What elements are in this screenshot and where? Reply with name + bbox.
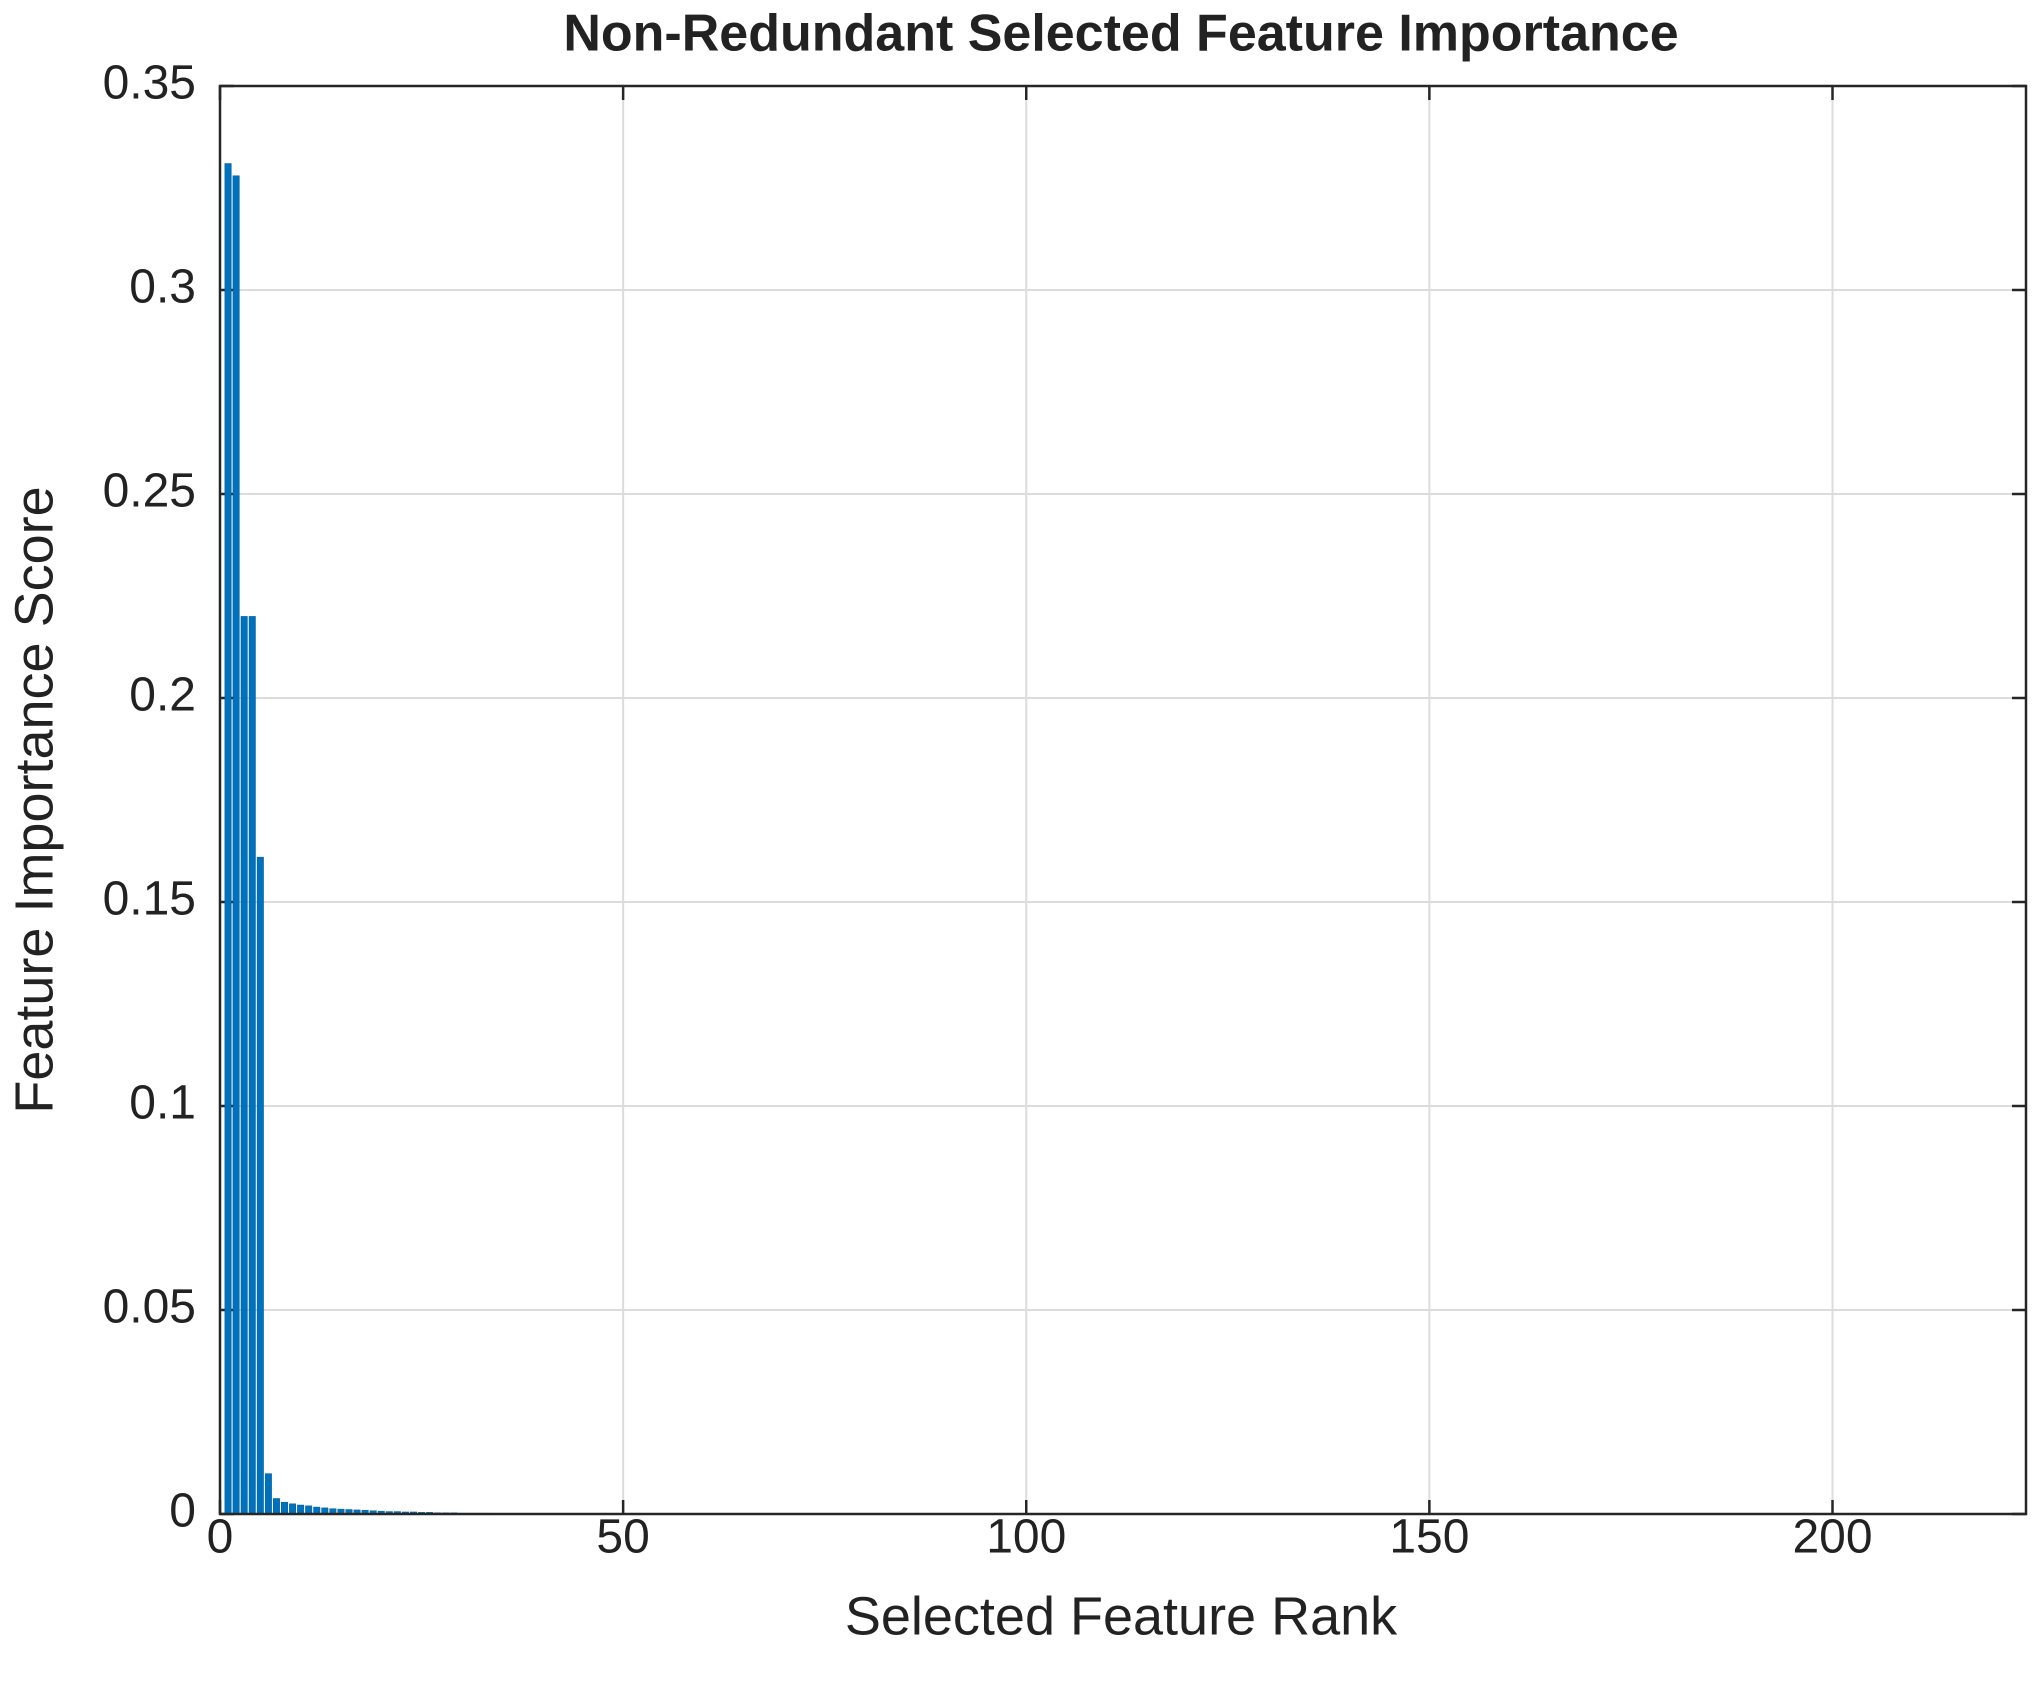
bar bbox=[232, 175, 240, 1515]
y-tick-label: 0.3 bbox=[129, 261, 196, 314]
y-tick-label: 0.2 bbox=[129, 669, 196, 722]
bar bbox=[281, 1501, 288, 1515]
y-tick-label: 0.15 bbox=[103, 873, 196, 926]
bar bbox=[256, 856, 264, 1515]
x-tick-label: 200 bbox=[1792, 1511, 1872, 1564]
bar bbox=[240, 616, 248, 1515]
y-tick-label: 0.25 bbox=[103, 465, 196, 518]
bar bbox=[289, 1503, 297, 1515]
x-axis-label: Selected Feature Rank bbox=[845, 1586, 1398, 1646]
bar bbox=[264, 1473, 272, 1515]
y-axis-label: Feature Importance Score bbox=[4, 486, 64, 1113]
bar bbox=[297, 1504, 305, 1515]
bar bbox=[272, 1498, 280, 1515]
y-tick-label: 0 bbox=[169, 1485, 196, 1538]
y-tick-label: 0.05 bbox=[103, 1281, 196, 1334]
bar bbox=[248, 616, 256, 1515]
y-tick-label: 0.1 bbox=[129, 1077, 196, 1130]
y-tick-label: 0.35 bbox=[103, 57, 196, 110]
x-tick-label: 150 bbox=[1389, 1511, 1469, 1564]
plot-frame bbox=[218, 84, 2028, 1516]
bar bbox=[224, 163, 232, 1515]
x-tick-label: 0 bbox=[207, 1511, 234, 1564]
chart-title: Non-Redundant Selected Feature Importanc… bbox=[563, 5, 1678, 63]
x-tick-label: 100 bbox=[986, 1511, 1066, 1564]
x-tick-label: 50 bbox=[596, 1511, 649, 1564]
